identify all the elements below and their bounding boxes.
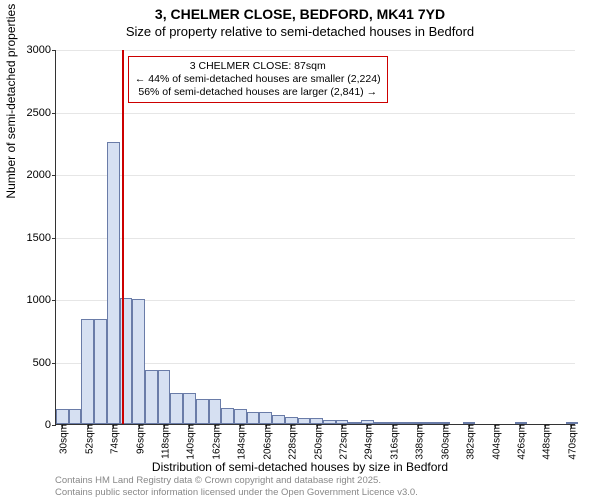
xtick-label: 30sqm [55,424,70,454]
annotation-line1: 3 CHELMER CLOSE: 87sqm [135,60,381,73]
histogram-bar [107,142,120,425]
xtick-label: 228sqm [284,424,299,460]
xtick-label: 382sqm [462,424,477,460]
annotation-box: 3 CHELMER CLOSE: 87sqm← 44% of semi-deta… [128,56,388,103]
x-axis-label: Distribution of semi-detached houses by … [0,460,600,474]
histogram-bar [132,299,145,424]
chart-title-line2: Size of property relative to semi-detach… [0,22,600,43]
xtick-label: 206sqm [258,424,273,460]
footer-line2: Contains public sector information licen… [55,487,418,498]
histogram-bar [145,370,158,424]
xtick-label: 52sqm [80,424,95,454]
histogram-bar [94,319,107,424]
xtick-label: 426sqm [512,424,527,460]
gridline [56,113,575,114]
histogram-bar [183,393,196,424]
ytick-label: 1500 [27,232,56,244]
histogram-bar [221,408,234,424]
ytick-label: 2500 [27,107,56,119]
histogram-bar [234,409,247,424]
gridline [56,175,575,176]
xtick-label: 338sqm [411,424,426,460]
histogram-bar [259,412,272,425]
xtick-label: 272sqm [335,424,350,460]
histogram-bar [209,399,222,424]
histogram-bar [56,409,69,424]
annotation-line2: ← 44% of semi-detached houses are smalle… [135,73,381,86]
gridline [56,50,575,51]
xtick-label: 184sqm [233,424,248,460]
xtick-label: 96sqm [131,424,146,454]
histogram-bar [81,319,94,424]
footer-line1: Contains HM Land Registry data © Crown c… [55,475,418,486]
xtick-label: 294sqm [360,424,375,460]
property-marker-line [122,50,124,424]
histogram-bar [272,415,285,424]
ytick-label: 3000 [27,44,56,56]
annotation-line3: 56% of semi-detached houses are larger (… [135,86,381,99]
xtick-label: 74sqm [106,424,121,454]
plot-area: 05001000150020002500300030sqm52sqm74sqm9… [55,50,575,425]
histogram-bar [298,418,311,424]
y-axis-label: Number of semi-detached properties [4,4,18,199]
histogram-bar [285,417,298,425]
histogram-bar [158,370,171,424]
ytick-label: 1000 [27,294,56,306]
xtick-label: 162sqm [207,424,222,460]
xtick-label: 140sqm [182,424,197,460]
ytick-label: 500 [33,357,56,369]
histogram-bar [247,412,260,425]
xtick-label: 118sqm [157,424,172,459]
gridline [56,238,575,239]
xtick-label: 360sqm [436,424,451,460]
histogram-bar [196,399,209,424]
xtick-label: 250sqm [309,424,324,460]
xtick-label: 448sqm [538,424,553,460]
footer-attribution: Contains HM Land Registry data © Crown c… [55,475,418,498]
ytick-label: 2000 [27,169,56,181]
xtick-label: 470sqm [563,424,578,460]
xtick-label: 316sqm [385,424,400,460]
histogram-bar [170,393,183,424]
xtick-label: 404sqm [487,424,502,460]
chart-title-line1: 3, CHELMER CLOSE, BEDFORD, MK41 7YD [0,0,600,22]
chart-container: 3, CHELMER CLOSE, BEDFORD, MK41 7YD Size… [0,0,600,500]
histogram-bar [425,422,438,424]
histogram-bar [69,409,82,424]
